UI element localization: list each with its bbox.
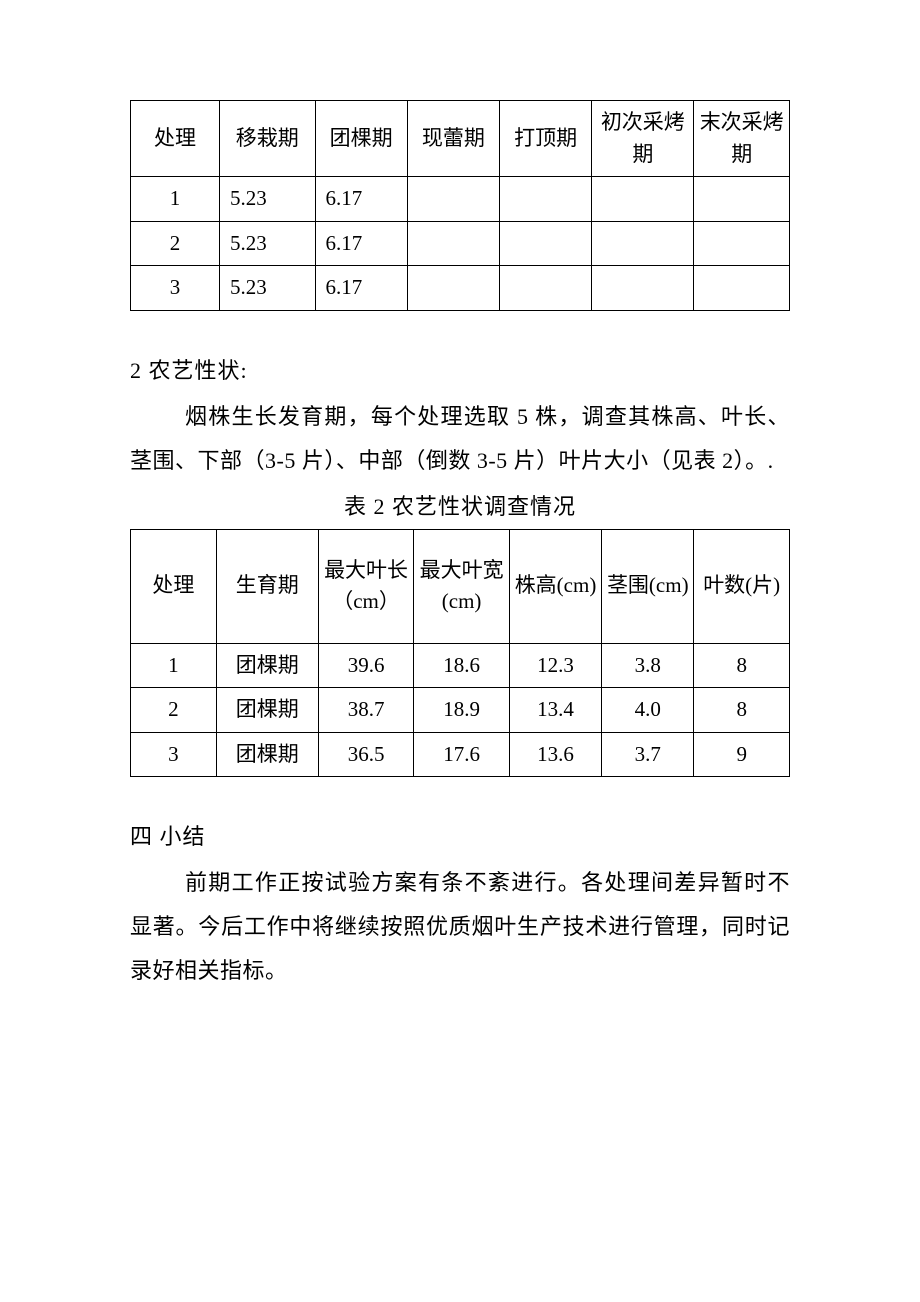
cell: 36.5 [318,732,414,777]
cell: 6.17 [315,177,407,222]
cell [407,221,499,266]
cell: 13.6 [509,732,601,777]
cell [592,266,694,311]
table-header-row: 处理 移栽期 团棵期 现蕾期 打顶期 初次采烤期 末次采烤期 [131,101,790,177]
cell: 5.23 [219,177,315,222]
cell [500,221,592,266]
cell: 6.17 [315,221,407,266]
section-paragraph: 烟株生长发育期，每个处理选取 5 株，调查其株高、叶长、茎围、下部（3-5 片）… [130,395,790,483]
cell: 17.6 [414,732,510,777]
table-agronomic-traits: 处理 生育期 最大叶长（cm） 最大叶宽(cm) 株高(cm) 茎围(cm) 叶… [130,529,790,778]
table-row: 3 5.23 6.17 [131,266,790,311]
col-header: 株高(cm) [509,529,601,643]
cell: 团棵期 [216,643,318,688]
cell: 1 [131,177,220,222]
table-row: 1 5.23 6.17 [131,177,790,222]
cell: 6.17 [315,266,407,311]
table-header-row: 处理 生育期 最大叶长（cm） 最大叶宽(cm) 株高(cm) 茎围(cm) 叶… [131,529,790,643]
cell [407,177,499,222]
col-header: 团棵期 [315,101,407,177]
cell [592,177,694,222]
col-header: 处理 [131,101,220,177]
cell [694,266,790,311]
cell: 9 [694,732,790,777]
col-header: 移栽期 [219,101,315,177]
document-page: 处理 移栽期 团棵期 现蕾期 打顶期 初次采烤期 末次采烤期 1 5.23 6.… [0,0,920,1053]
col-header: 生育期 [216,529,318,643]
cell: 18.9 [414,688,510,733]
cell: 3.8 [602,643,694,688]
section-paragraph: 前期工作正按试验方案有条不紊进行。各处理间差异暂时不显著。今后工作中将继续按照优… [130,861,790,993]
col-header: 处理 [131,529,217,643]
cell: 5.23 [219,221,315,266]
cell: 39.6 [318,643,414,688]
cell: 8 [694,643,790,688]
cell [500,177,592,222]
table-row: 2 团棵期 38.7 18.9 13.4 4.0 8 [131,688,790,733]
cell [407,266,499,311]
col-header: 茎围(cm) [602,529,694,643]
cell: 12.3 [509,643,601,688]
cell: 5.23 [219,266,315,311]
table2-caption: 表 2 农艺性状调查情况 [130,489,790,521]
table-row: 2 5.23 6.17 [131,221,790,266]
cell: 3.7 [602,732,694,777]
col-header: 现蕾期 [407,101,499,177]
section-heading-summary: 四 小结 [130,819,790,851]
col-header: 最大叶长（cm） [318,529,414,643]
section-heading-agronomic: 2 农艺性状: [130,353,790,385]
cell: 1 [131,643,217,688]
cell: 团棵期 [216,688,318,733]
cell: 2 [131,688,217,733]
cell: 团棵期 [216,732,318,777]
cell: 2 [131,221,220,266]
col-header: 叶数(片) [694,529,790,643]
cell [500,266,592,311]
cell [592,221,694,266]
cell: 18.6 [414,643,510,688]
table-growth-periods: 处理 移栽期 团棵期 现蕾期 打顶期 初次采烤期 末次采烤期 1 5.23 6.… [130,100,790,311]
cell: 13.4 [509,688,601,733]
col-header: 末次采烤期 [694,101,790,177]
cell: 4.0 [602,688,694,733]
table-row: 1 团棵期 39.6 18.6 12.3 3.8 8 [131,643,790,688]
cell [694,221,790,266]
cell: 3 [131,732,217,777]
col-header: 初次采烤期 [592,101,694,177]
cell: 8 [694,688,790,733]
cell: 3 [131,266,220,311]
cell [694,177,790,222]
cell: 38.7 [318,688,414,733]
col-header: 最大叶宽(cm) [414,529,510,643]
table-row: 3 团棵期 36.5 17.6 13.6 3.7 9 [131,732,790,777]
col-header: 打顶期 [500,101,592,177]
